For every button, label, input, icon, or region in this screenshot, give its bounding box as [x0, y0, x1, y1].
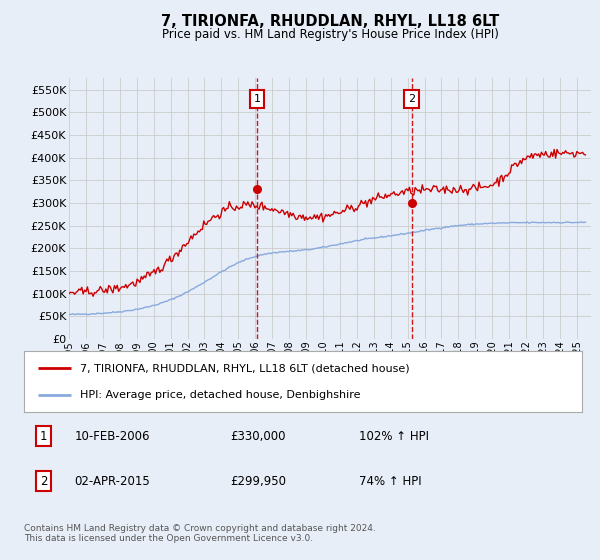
Text: 7, TIRIONFA, RHUDDLAN, RHYL, LL18 6LT (detached house): 7, TIRIONFA, RHUDDLAN, RHYL, LL18 6LT (d…: [80, 363, 409, 373]
Text: 02-APR-2015: 02-APR-2015: [74, 474, 150, 488]
Text: 2: 2: [409, 94, 415, 104]
Text: 74% ↑ HPI: 74% ↑ HPI: [359, 474, 421, 488]
Text: 1: 1: [40, 430, 47, 443]
Text: Price paid vs. HM Land Registry's House Price Index (HPI): Price paid vs. HM Land Registry's House …: [161, 28, 499, 41]
Text: 10-FEB-2006: 10-FEB-2006: [74, 430, 150, 443]
Text: 2: 2: [40, 474, 47, 488]
Text: 7, TIRIONFA, RHUDDLAN, RHYL, LL18 6LT: 7, TIRIONFA, RHUDDLAN, RHYL, LL18 6LT: [161, 14, 499, 29]
Text: £299,950: £299,950: [230, 474, 286, 488]
Text: HPI: Average price, detached house, Denbighshire: HPI: Average price, detached house, Denb…: [80, 390, 360, 400]
Text: 102% ↑ HPI: 102% ↑ HPI: [359, 430, 429, 443]
Text: £330,000: £330,000: [230, 430, 286, 443]
Text: 1: 1: [253, 94, 260, 104]
Text: Contains HM Land Registry data © Crown copyright and database right 2024.
This d: Contains HM Land Registry data © Crown c…: [24, 524, 376, 543]
